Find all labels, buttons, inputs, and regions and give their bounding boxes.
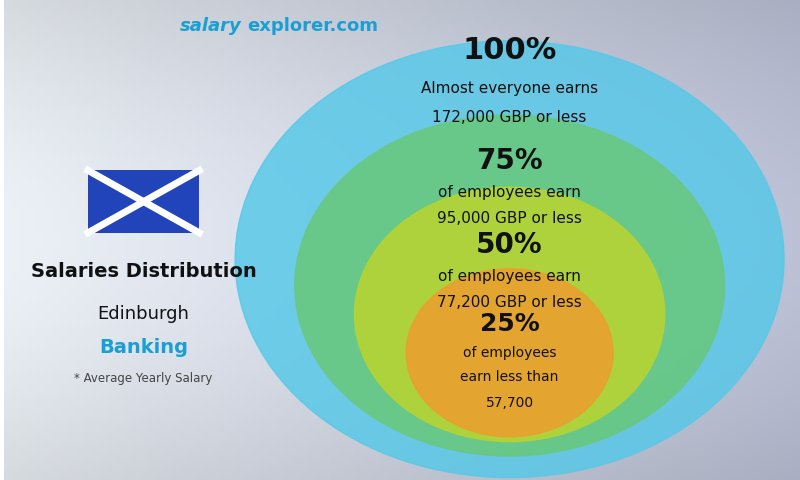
Text: of employees earn: of employees earn	[438, 268, 581, 284]
Ellipse shape	[294, 115, 725, 456]
Text: 172,000 GBP or less: 172,000 GBP or less	[433, 110, 586, 125]
Text: Banking: Banking	[99, 338, 188, 358]
Text: earn less than: earn less than	[461, 370, 558, 384]
Text: 95,000 GBP or less: 95,000 GBP or less	[437, 211, 582, 226]
Ellipse shape	[406, 269, 613, 437]
Text: 50%: 50%	[476, 231, 543, 259]
Text: Salaries Distribution: Salaries Distribution	[30, 262, 257, 281]
Text: 25%: 25%	[480, 312, 539, 336]
Text: Almost everyone earns: Almost everyone earns	[421, 81, 598, 96]
Ellipse shape	[235, 41, 784, 478]
FancyBboxPatch shape	[88, 170, 199, 233]
Text: explorer.com: explorer.com	[247, 17, 378, 35]
Text: 77,200 GBP or less: 77,200 GBP or less	[438, 295, 582, 310]
Text: of employees: of employees	[463, 346, 556, 360]
Text: salary: salary	[179, 17, 241, 35]
Text: 75%: 75%	[476, 147, 543, 175]
Text: * Average Yearly Salary: * Average Yearly Salary	[74, 372, 213, 385]
Text: 57,700: 57,700	[486, 396, 534, 410]
Text: 100%: 100%	[462, 36, 557, 65]
Text: Edinburgh: Edinburgh	[98, 305, 190, 323]
Text: of employees earn: of employees earn	[438, 184, 581, 200]
Ellipse shape	[354, 187, 665, 442]
